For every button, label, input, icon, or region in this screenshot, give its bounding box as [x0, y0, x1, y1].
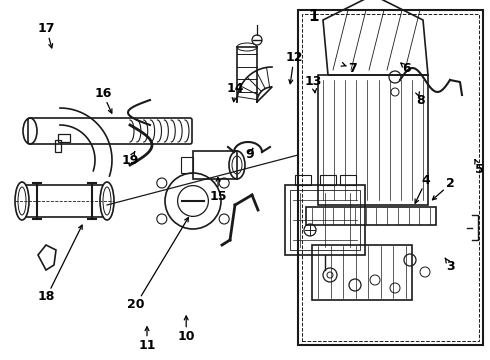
Text: 17: 17	[38, 22, 55, 35]
Text: 4: 4	[422, 174, 431, 186]
Text: 9: 9	[245, 148, 254, 161]
Text: 8: 8	[416, 94, 425, 107]
Bar	[298, 10, 483, 345]
Text: 12: 12	[285, 51, 303, 64]
Text: 15: 15	[209, 190, 227, 203]
Text: 1: 1	[308, 9, 319, 24]
Bar	[22, 185, 107, 217]
Bar	[295, 175, 311, 185]
Bar	[340, 175, 356, 185]
Text: 13: 13	[305, 75, 322, 87]
Text: 14: 14	[226, 82, 244, 95]
Text: 18: 18	[38, 291, 55, 303]
Text: 16: 16	[94, 87, 112, 100]
Bar	[285, 185, 365, 255]
Text: 5: 5	[475, 163, 484, 176]
Ellipse shape	[15, 182, 29, 220]
Text: 7: 7	[348, 62, 357, 75]
Bar	[181, 157, 193, 173]
Text: 19: 19	[121, 154, 139, 167]
Text: 2: 2	[446, 177, 455, 190]
Text: 11: 11	[138, 339, 156, 352]
Text: 3: 3	[446, 260, 455, 273]
Bar	[312, 245, 412, 300]
Bar	[306, 207, 436, 225]
Text: 20: 20	[127, 298, 145, 311]
Ellipse shape	[100, 182, 114, 220]
Bar	[320, 175, 336, 185]
Bar	[55, 140, 61, 152]
Bar	[318, 75, 428, 205]
Text: 10: 10	[177, 330, 195, 343]
Text: 6: 6	[402, 62, 411, 75]
Bar	[58, 134, 70, 142]
Bar	[193, 151, 237, 179]
Bar	[290, 190, 360, 250]
Bar	[302, 14, 479, 341]
